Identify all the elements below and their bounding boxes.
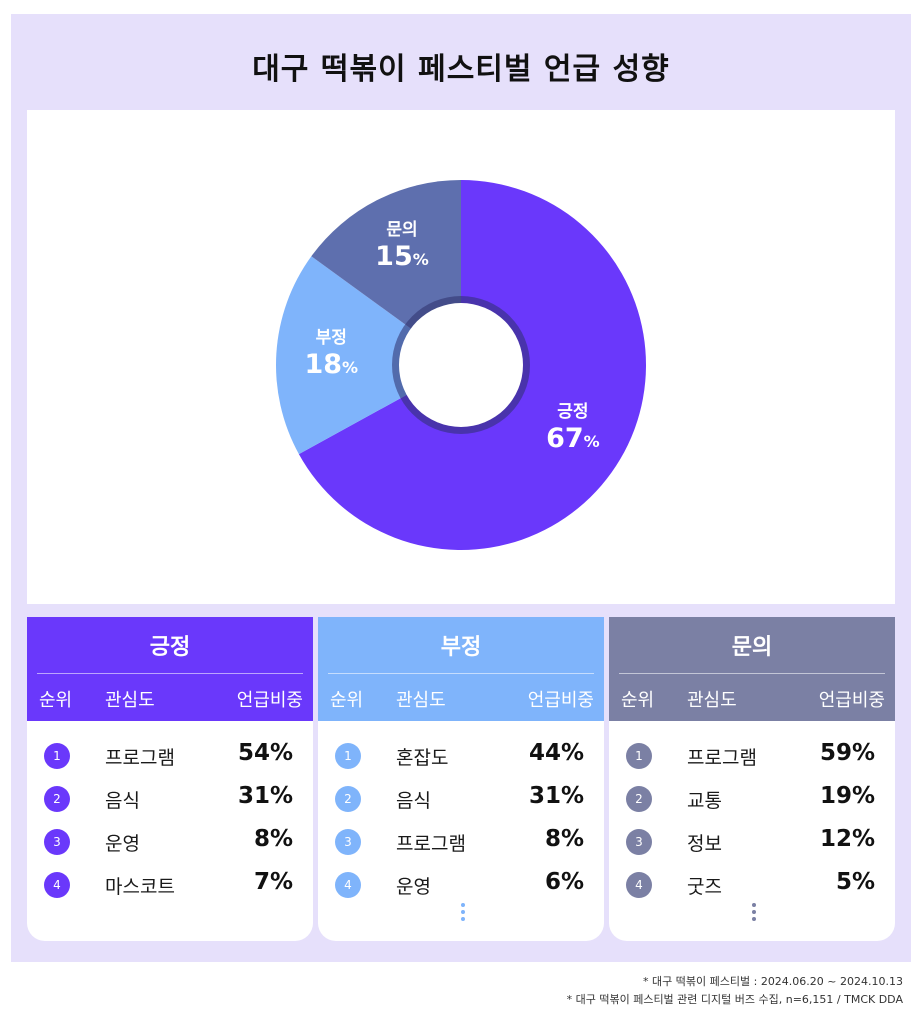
slice-value: 18% <box>304 349 358 380</box>
column-headers: 순위 관심도 언급비중 <box>609 674 895 721</box>
list-item: 2 음식 31% <box>27 779 313 822</box>
list-item: 1 혼잡도 44% <box>318 736 604 779</box>
header-divider <box>328 673 594 674</box>
rank-badge: 4 <box>626 872 652 898</box>
more-icon <box>461 903 465 924</box>
rank-badge: 2 <box>335 786 361 812</box>
slice-value: 15% <box>375 241 429 272</box>
item-name: 혼잡도 <box>396 747 449 769</box>
rank-badge: 2 <box>44 786 70 812</box>
slice-value: 67% <box>546 423 600 454</box>
footnote-source: * 대구 떡볶이 페스티벌 관련 디지털 버즈 수집, n=6,151 / TM… <box>566 993 903 1006</box>
item-name: 음식 <box>105 790 140 812</box>
item-share: 54% <box>237 740 293 766</box>
ranking-list: 1 프로그램 54% 2 음식 31% 3 운영 8% 4 마스코트 7% <box>27 721 313 908</box>
list-item: 4 운영 6% <box>318 865 604 908</box>
panel-title: 문의 <box>731 635 773 660</box>
column-rank: 순위 <box>621 690 655 711</box>
header-divider <box>619 673 885 674</box>
rank-badge: 1 <box>626 743 652 769</box>
column-name: 관심도 <box>396 690 446 711</box>
item-name: 프로그램 <box>105 747 175 769</box>
rank-badge: 3 <box>335 829 361 855</box>
panel-header: 문의 순위 관심도 언급비중 <box>609 617 895 721</box>
list-item: 4 굿즈 5% <box>609 865 895 908</box>
column-share: 언급비중 <box>236 690 303 711</box>
list-item: 1 프로그램 59% <box>609 736 895 779</box>
item-name: 마스코트 <box>105 876 175 898</box>
column-rank: 순위 <box>39 690 73 711</box>
more-icon <box>752 903 756 924</box>
item-share: 7% <box>253 869 293 895</box>
column-headers: 순위 관심도 언급비중 <box>318 674 604 721</box>
item-share: 5% <box>835 869 875 895</box>
list-item: 4 마스코트 7% <box>27 865 313 908</box>
item-share: 19% <box>819 783 875 809</box>
item-share: 44% <box>528 740 584 766</box>
rank-badge: 3 <box>44 829 70 855</box>
donut-chart: 긍정 67% 부정 18% 문의 15% <box>27 110 895 604</box>
item-name: 프로그램 <box>687 747 757 769</box>
pie-slice-2 <box>275 256 461 455</box>
item-share: 59% <box>819 740 875 766</box>
column-rank: 순위 <box>330 690 364 711</box>
list-item: 3 정보 12% <box>609 822 895 865</box>
rank-badge: 3 <box>626 829 652 855</box>
column-name: 관심도 <box>687 690 737 711</box>
slice-name: 부정 <box>316 328 347 348</box>
rank-badge: 1 <box>44 743 70 769</box>
panel-positive: 긍정 순위 관심도 언급비중 1 프로그램 54% 2 음식 31% 3 운영 8% 4 마스… <box>27 617 313 941</box>
item-name: 운영 <box>105 833 140 855</box>
rank-badge: 4 <box>335 872 361 898</box>
footnote-period: * 대구 떡볶이 페스티벌 : 2024.06.20 ~ 2024.10.13 <box>643 975 903 988</box>
donut-hole <box>399 303 523 427</box>
panel-header: 부정 순위 관심도 언급비중 <box>318 617 604 721</box>
header-divider <box>37 673 303 674</box>
list-item: 3 프로그램 8% <box>318 822 604 865</box>
item-name: 운영 <box>396 876 431 898</box>
item-share: 31% <box>237 783 293 809</box>
item-name: 정보 <box>687 833 722 855</box>
page-title: 대구 떡볶이 페스티벌 언급 성향 <box>252 52 670 87</box>
item-share: 8% <box>544 826 584 852</box>
column-name: 관심도 <box>105 690 155 711</box>
rank-badge: 1 <box>335 743 361 769</box>
list-item: 2 음식 31% <box>318 779 604 822</box>
column-headers: 순위 관심도 언급비중 <box>27 674 313 721</box>
panel-title: 긍정 <box>149 635 191 660</box>
item-name: 프로그램 <box>396 833 466 855</box>
column-share: 언급비중 <box>527 690 594 711</box>
list-item: 1 프로그램 54% <box>27 736 313 779</box>
slice-name: 긍정 <box>557 402 588 422</box>
panel-negative: 부정 순위 관심도 언급비중 1 혼잡도 44% 2 음식 31% 3 프로그램 8% 4 운… <box>318 617 604 941</box>
ranking-list: 1 프로그램 59% 2 교통 19% 3 정보 12% 4 굿즈 5% <box>609 721 895 908</box>
panel-title: 부정 <box>440 635 482 660</box>
rank-badge: 4 <box>44 872 70 898</box>
item-name: 음식 <box>396 790 431 812</box>
slice-name: 문의 <box>386 220 417 240</box>
list-item: 3 운영 8% <box>27 822 313 865</box>
item-share: 6% <box>544 869 584 895</box>
list-item: 2 교통 19% <box>609 779 895 822</box>
item-share: 12% <box>819 826 875 852</box>
item-name: 굿즈 <box>687 876 722 898</box>
column-share: 언급비중 <box>818 690 885 711</box>
item-share: 31% <box>528 783 584 809</box>
ranking-list: 1 혼잡도 44% 2 음식 31% 3 프로그램 8% 4 운영 6% <box>318 721 604 908</box>
rank-badge: 2 <box>626 786 652 812</box>
item-name: 교통 <box>687 790 722 812</box>
panel-header: 긍정 순위 관심도 언급비중 <box>27 617 313 721</box>
item-share: 8% <box>253 826 293 852</box>
panel-inquiry: 문의 순위 관심도 언급비중 1 프로그램 59% 2 교통 19% 3 정보 12% 4 굿… <box>609 617 895 941</box>
